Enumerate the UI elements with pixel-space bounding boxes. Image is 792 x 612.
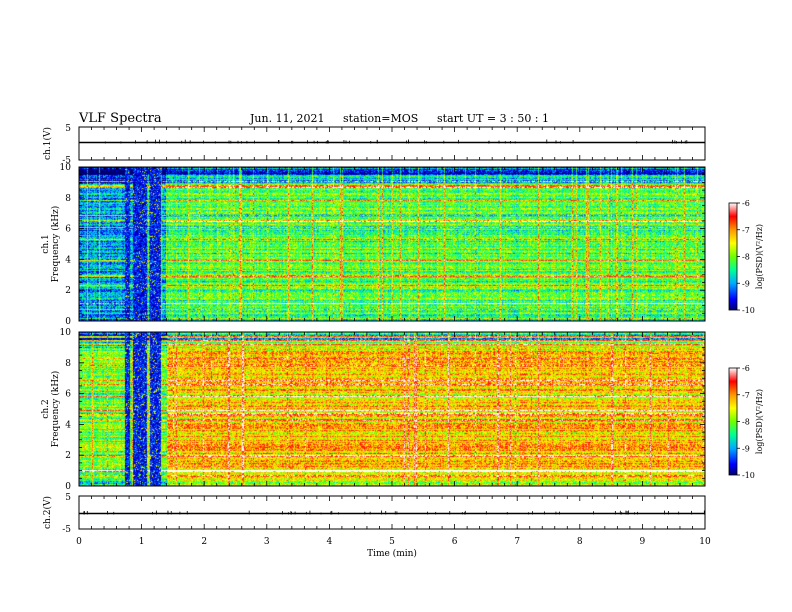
ch2-spec-label: ch.2 xyxy=(41,399,51,418)
colorbars: -6 -7 -8 -9 -10 log(PSD)(V²/Hz) -6 -7 -8 -9 -10 log… xyxy=(728,199,764,480)
colorbar-tick-label: -10 xyxy=(742,306,755,315)
y-tick-label: 6 xyxy=(65,390,71,400)
colorbar-label: log(PSD)(V²/Hz) xyxy=(755,224,764,289)
x-tick-label: 2 xyxy=(201,537,207,547)
start-ut-label: start UT = 3 : 50 : 1 xyxy=(437,112,550,125)
y-tick-label: -5 xyxy=(62,156,71,166)
y-tick-label: 8 xyxy=(65,194,71,204)
ch1-waveform-label: ch.1(V) xyxy=(42,127,53,160)
colorbar xyxy=(728,367,738,476)
tick-marks xyxy=(78,127,706,529)
y-tick-label: 4 xyxy=(65,420,71,430)
ch2-spectrogram-image xyxy=(79,332,705,486)
y-tick-label: 10 xyxy=(60,328,72,338)
colorbar-tick-label: -7 xyxy=(742,391,750,400)
station-label: station=MOS xyxy=(343,112,419,125)
ch2-waveform-label: ch.2(V) xyxy=(42,496,53,529)
y-tick-label: 5 xyxy=(65,493,71,503)
x-tick-label: 10 xyxy=(699,537,711,547)
y-tick-label: 6 xyxy=(65,225,71,235)
spectrogram-raster xyxy=(79,332,705,486)
colorbar-tick-label: -9 xyxy=(742,444,750,453)
y-tick-label: 2 xyxy=(65,451,71,461)
freq-label: Frequency (kHz) xyxy=(50,206,61,283)
x-tick-label: 8 xyxy=(577,537,583,547)
y-tick-label: 0 xyxy=(65,482,71,492)
y-tick-label: -5 xyxy=(62,525,71,535)
colorbar-tick-label: -6 xyxy=(742,364,750,373)
x-tick-label: 5 xyxy=(389,537,395,547)
colorbar-label: log(PSD)(V²/Hz) xyxy=(755,389,764,454)
x-tick-label: 3 xyxy=(264,537,270,547)
colorbar-tick-label: -7 xyxy=(742,226,750,235)
x-tick-label: 6 xyxy=(452,537,458,547)
waveform-lines xyxy=(79,139,705,515)
y-tick-label: 2 xyxy=(65,286,71,296)
colorbar xyxy=(728,202,738,311)
x-axis-label: Time (min) xyxy=(367,548,417,559)
x-tick-label: 7 xyxy=(514,537,520,547)
spectrogram-raster xyxy=(79,167,705,321)
ch1-spec-label: ch.1 xyxy=(41,234,51,253)
x-tick-label: 4 xyxy=(327,537,333,547)
y-tick-label: 5 xyxy=(65,124,71,134)
x-tick-label: 1 xyxy=(139,537,145,547)
y-tick-label: 8 xyxy=(65,359,71,369)
y-tick-label: 0 xyxy=(65,317,71,327)
colorbar-tick-label: -10 xyxy=(742,471,755,480)
x-tick-label: 9 xyxy=(640,537,646,547)
colorbar-tick-label: -9 xyxy=(742,279,750,288)
date-label: Jun. 11, 2021 xyxy=(250,112,325,125)
y-tick-label: 10 xyxy=(60,163,72,173)
chart-title: VLF Spectra xyxy=(79,111,162,126)
y-tick-label: 4 xyxy=(65,255,71,265)
ch1-spectrogram-image xyxy=(79,167,705,321)
colorbar-tick-label: -8 xyxy=(742,418,750,427)
x-tick-label: 0 xyxy=(76,537,82,547)
colorbar-tick-label: -8 xyxy=(742,253,750,262)
freq-label: Frequency (kHz) xyxy=(50,371,61,448)
colorbar-tick-label: -6 xyxy=(742,199,750,208)
